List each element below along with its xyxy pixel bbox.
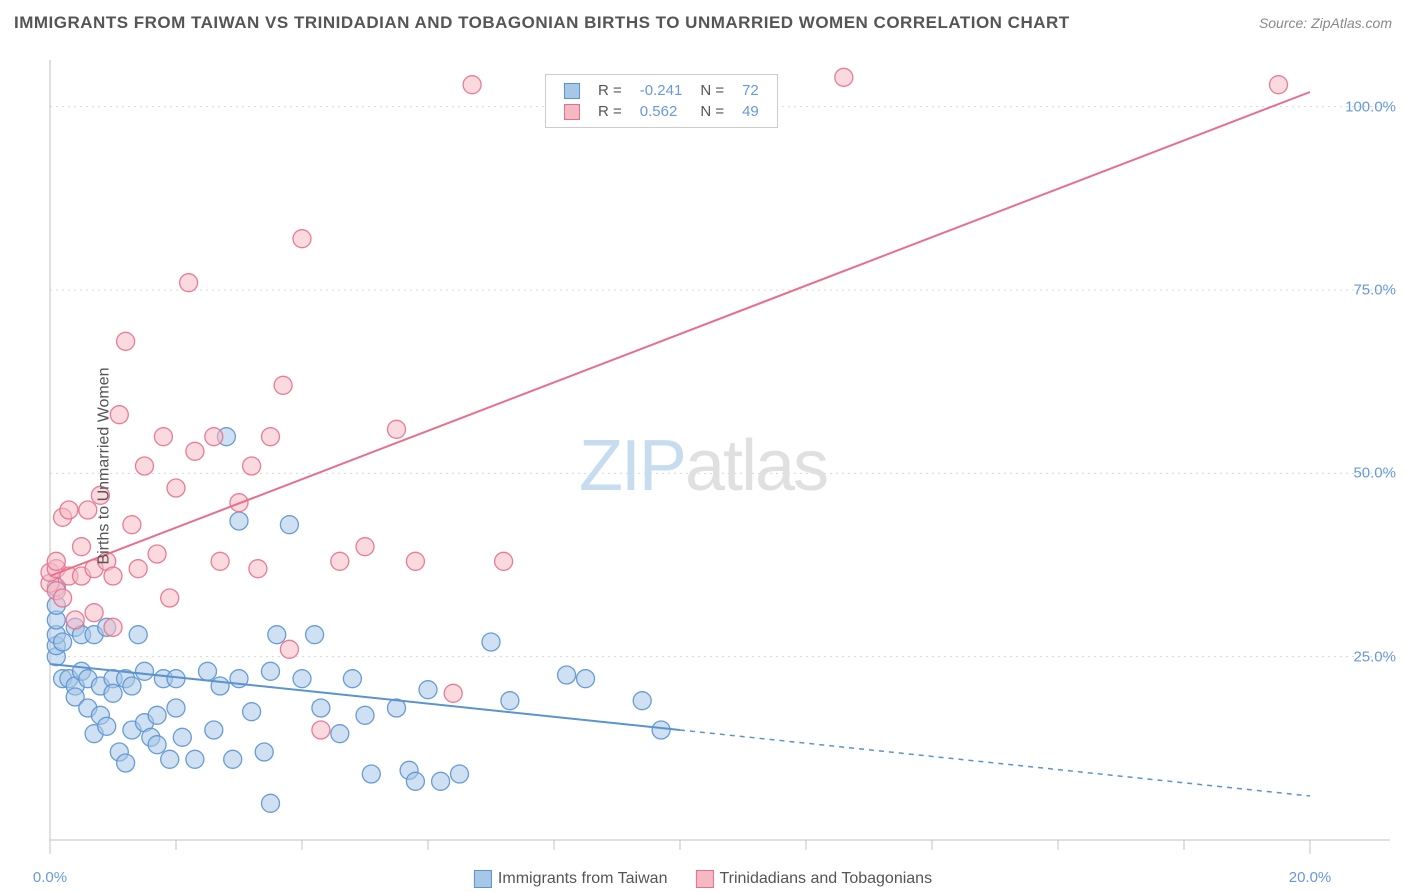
legend-bottom: Immigrants from Taiwan Trinidadians and T… <box>474 870 932 888</box>
source-label: Source: ZipAtlas.com <box>1259 15 1392 31</box>
legend-item: Trinidadians and Tobagonians <box>695 870 932 888</box>
x-tick-label: 0.0% <box>33 869 67 886</box>
y-tick-label: 100.0% <box>1345 98 1396 115</box>
y-tick-label: 25.0% <box>1353 648 1396 665</box>
y-tick-label: 50.0% <box>1353 465 1396 482</box>
legend-item: Immigrants from Taiwan <box>474 870 668 888</box>
y-tick-label: 75.0% <box>1353 282 1396 299</box>
plot-wrapper: Births to Unmarried Women ZIPatlas R =-0… <box>0 40 1406 892</box>
chart-title: IMMIGRANTS FROM TAIWAN VS TRINIDADIAN AN… <box>14 13 1070 33</box>
chart-svg <box>0 40 1406 892</box>
header-row: IMMIGRANTS FROM TAIWAN VS TRINIDADIAN AN… <box>0 0 1406 38</box>
x-tick-label: 20.0% <box>1289 869 1332 886</box>
y-axis-label: Births to Unmarried Women <box>96 367 114 564</box>
chart-container: IMMIGRANTS FROM TAIWAN VS TRINIDADIAN AN… <box>0 0 1406 892</box>
legend-correlation-box: R =-0.241N =72R =0.562N =49 <box>545 74 778 128</box>
